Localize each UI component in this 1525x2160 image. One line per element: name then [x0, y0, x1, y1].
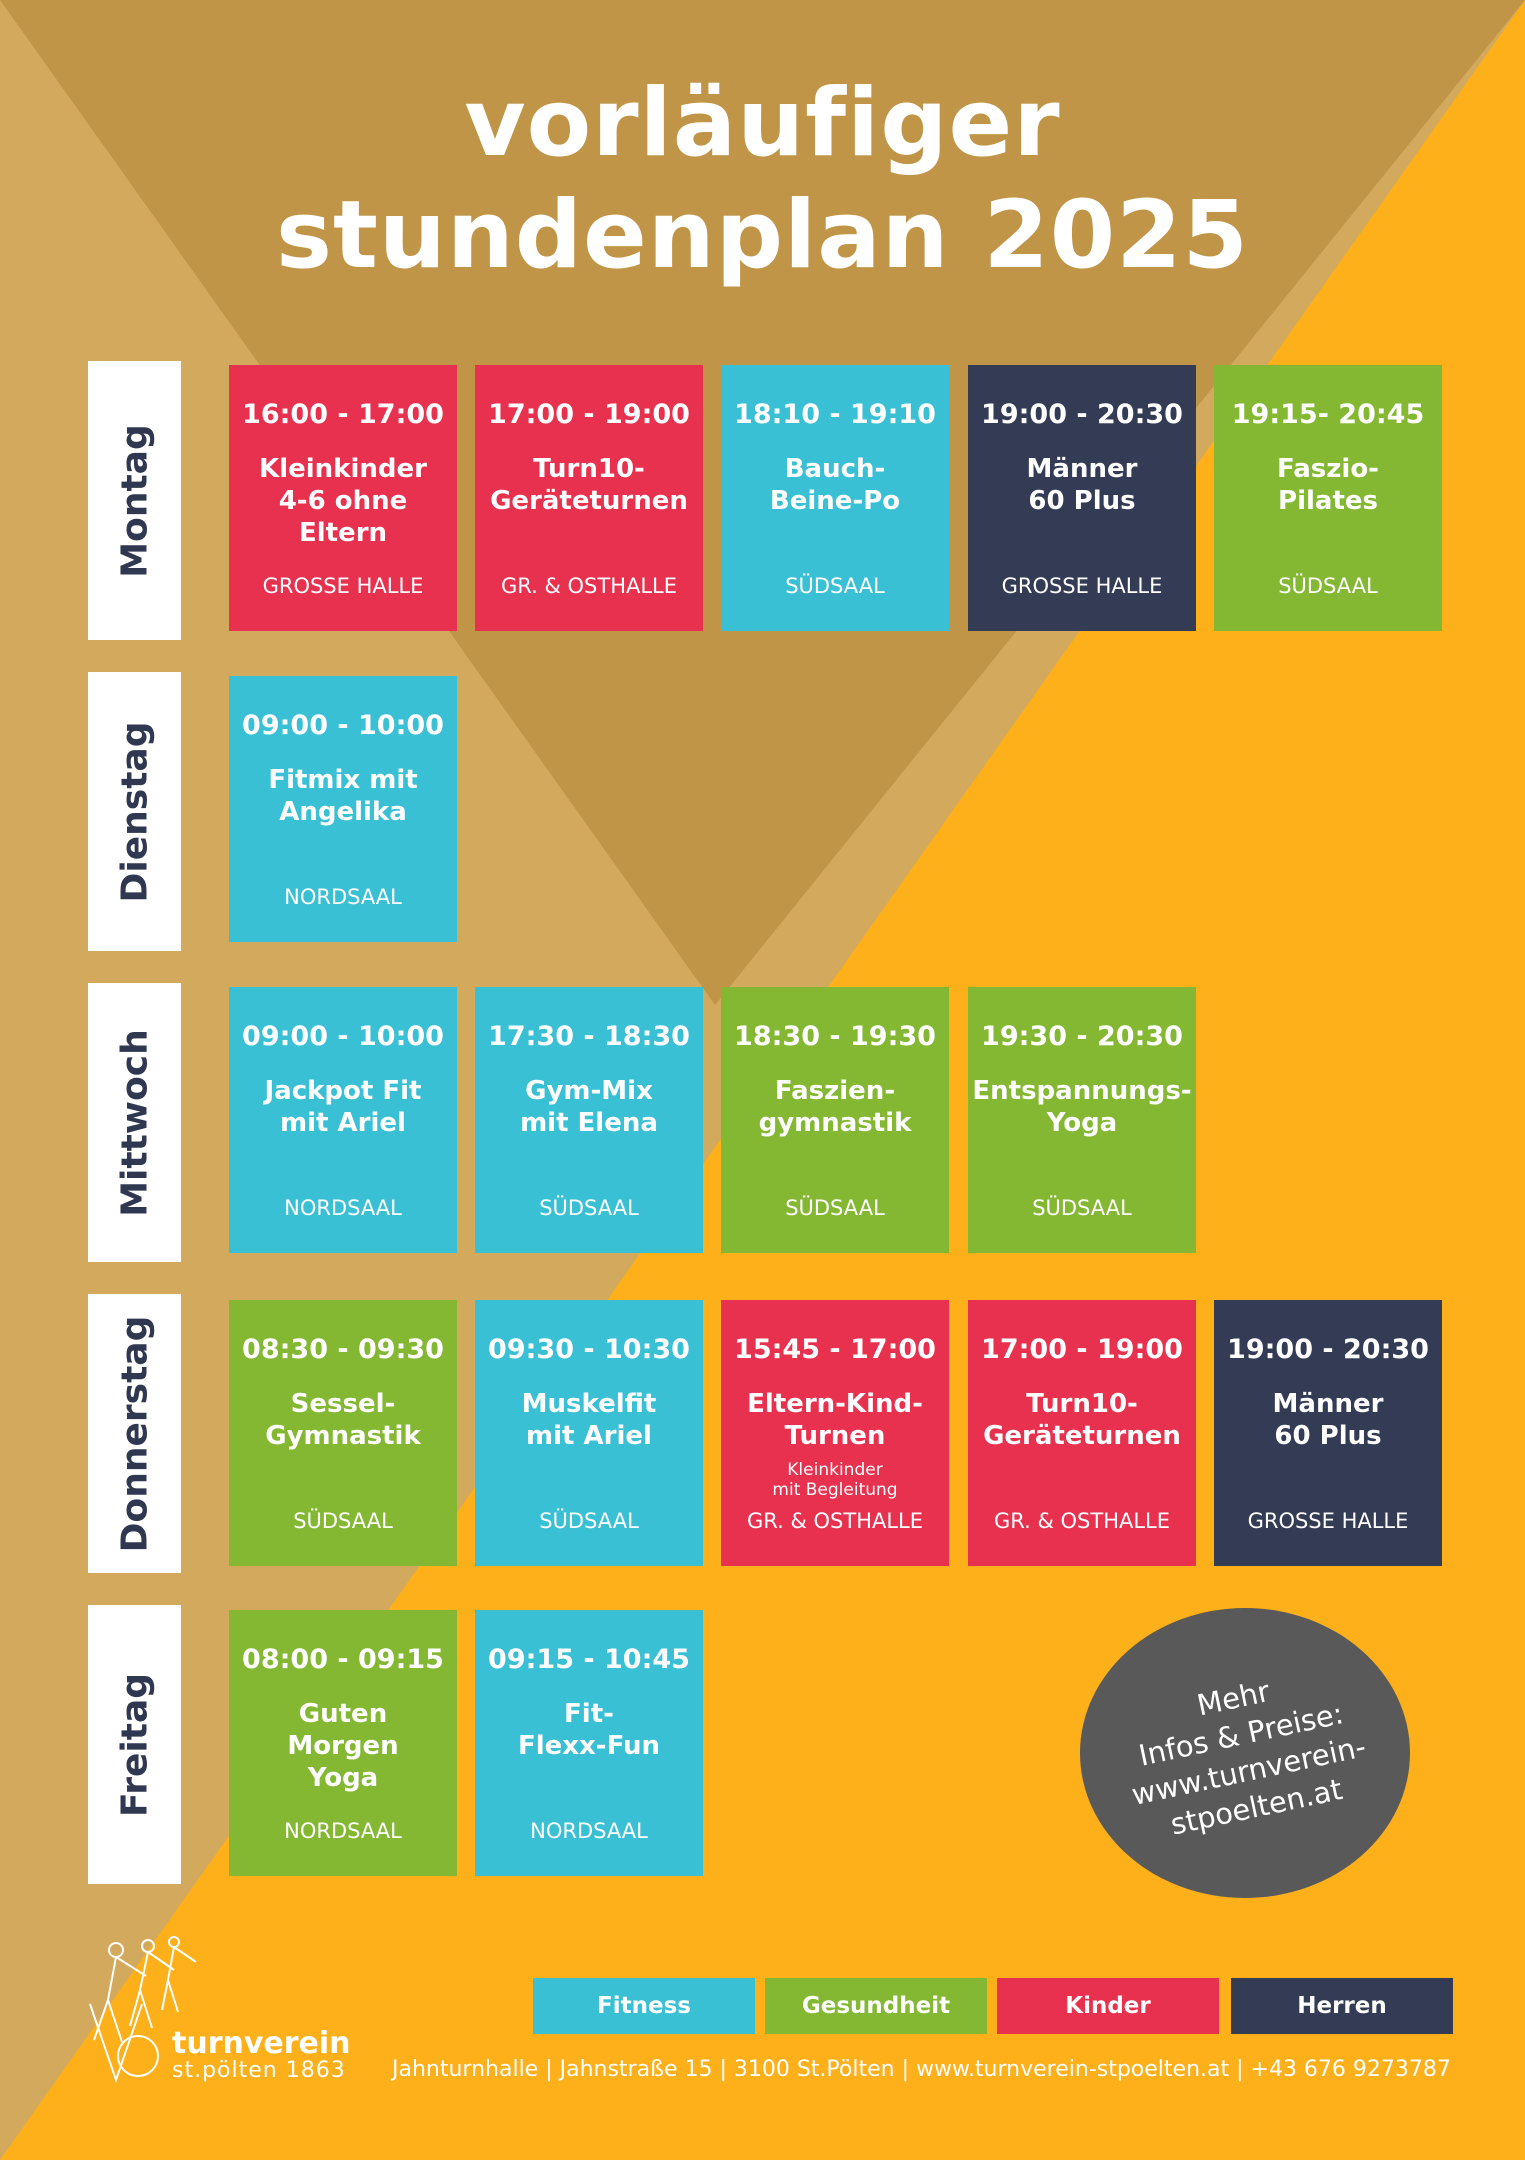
class-time: 19:15- 20:45 [1231, 399, 1425, 430]
class-room: GROSSE HALLE [262, 574, 424, 598]
class-name: Muskelfit mit Ariel [521, 1389, 657, 1451]
day-label-text: Dienstag [114, 721, 155, 902]
class-room: SÜDSAAL [785, 574, 885, 598]
class-card: 17:30 - 18:30 Gym-Mix mit Elena SÜDSAAL [475, 987, 703, 1253]
page-title-line-2: stundenplan 2025 [276, 181, 1249, 290]
class-card: 08:30 - 09:30 Sessel- Gymnastik SÜDSAAL [229, 1300, 457, 1566]
class-room: GR. & OSTHALLE [746, 1509, 924, 1533]
legend-item-herren: Herren [1231, 1978, 1453, 2034]
class-name: Männer 60 Plus [1026, 454, 1138, 516]
brand-subtitle: st.pölten 1863 [172, 2058, 346, 2083]
class-time: 15:45 - 17:00 [734, 1334, 936, 1365]
day-label-text: Montag [114, 423, 155, 578]
day-label: Donnerstag [88, 1294, 181, 1573]
class-card: 17:00 - 19:00 Turn10- Geräteturnen GR. & O… [968, 1300, 1196, 1566]
class-time: 08:00 - 09:15 [242, 1644, 444, 1675]
class-name: Jackpot Fit mit Ariel [264, 1076, 422, 1138]
class-time: 09:00 - 10:00 [242, 710, 444, 741]
brand-name: turnverein [172, 2026, 351, 2061]
class-time: 19:30 - 20:30 [981, 1021, 1183, 1052]
class-card: 19:15- 20:45 Faszio- Pilates SÜDSAAL [1214, 365, 1442, 631]
footer-contact: Jahnturnhalle | Jahnstraße 15 | 3100 St.… [392, 2057, 1451, 2082]
class-name: Guten Morgen Yoga [287, 1699, 399, 1793]
class-room: SÜDSAAL [1032, 1196, 1132, 1220]
class-name: Männer 60 Plus [1272, 1389, 1384, 1451]
day-label-text: Mittwoch [114, 1028, 155, 1217]
class-room: NORDSAAL [284, 1196, 402, 1220]
class-name: Faszien- gymnastik [758, 1076, 912, 1138]
class-time: 18:10 - 19:10 [734, 399, 936, 430]
day-label: Mittwoch [88, 983, 181, 1262]
class-name: Entspannungs- Yoga [972, 1076, 1192, 1138]
class-card: 19:30 - 20:30 Entspannungs- Yoga SÜDSAAL [968, 987, 1196, 1253]
class-card: 09:00 - 10:00 Jackpot Fit mit Ariel NORDSA… [229, 987, 457, 1253]
class-name: Sessel- Gymnastik [265, 1389, 421, 1451]
class-card: 18:30 - 19:30 Faszien- gymnastik SÜDSAAL [721, 987, 949, 1253]
class-card: 09:00 - 10:00 Fitmix mit Angelika NORDSAAL [229, 676, 457, 942]
class-card: 17:00 - 19:00 Turn10- Geräteturnen GR. & O… [475, 365, 703, 631]
class-time: 17:30 - 18:30 [488, 1021, 690, 1052]
legend-item-gesundheit: Gesundheit [765, 1978, 987, 2034]
class-note: Kleinkinder mit Begleitung [772, 1460, 898, 1500]
class-card: 08:00 - 09:15 Guten Morgen Yoga NORDSAAL [229, 1610, 457, 1876]
class-room: NORDSAAL [284, 885, 402, 909]
class-time: 19:00 - 20:30 [1227, 1334, 1429, 1365]
class-time: 17:00 - 19:00 [488, 399, 690, 430]
class-room: SÜDSAAL [785, 1196, 885, 1220]
class-name: Fitmix mit Angelika [268, 765, 418, 827]
day-label: Dienstag [88, 672, 181, 951]
class-name: Kleinkinder 4-6 ohne Eltern [259, 454, 427, 548]
info-circle: Mehr Infos & Preise: www.turnverein- stp… [1080, 1608, 1410, 1898]
day-label: Montag [88, 361, 181, 640]
class-room: GR. & OSTHALLE [993, 1509, 1171, 1533]
class-name: Turn10- Geräteturnen [490, 454, 688, 516]
class-time: 17:00 - 19:00 [981, 1334, 1183, 1365]
class-name: Turn10- Geräteturnen [983, 1389, 1181, 1451]
class-card: 09:15 - 10:45 Fit- Flexx-Fun NORDSAAL [475, 1610, 703, 1876]
class-room: GROSSE HALLE [1247, 1509, 1409, 1533]
class-card: 19:00 - 20:30 Männer 60 Plus GROSSE HALLE [968, 365, 1196, 631]
class-time: 09:30 - 10:30 [488, 1334, 690, 1365]
class-card: 19:00 - 20:30 Männer 60 Plus GROSSE HALLE [1214, 1300, 1442, 1566]
class-time: 09:00 - 10:00 [242, 1021, 444, 1052]
day-label-text: Freitag [114, 1672, 155, 1817]
class-card: 09:30 - 10:30 Muskelfit mit Ariel SÜDSAAL [475, 1300, 703, 1566]
class-name: Fit- Flexx-Fun [517, 1699, 661, 1761]
day-label-text: Donnerstag [114, 1315, 155, 1552]
class-time: 09:15 - 10:45 [488, 1644, 690, 1675]
class-room: SÜDSAAL [539, 1196, 639, 1220]
class-room: GROSSE HALLE [1001, 574, 1163, 598]
gymnast-figures-icon [89, 1936, 197, 2084]
class-name: Gym-Mix mit Elena [520, 1076, 658, 1138]
legend-item-fitness: Fitness [533, 1978, 755, 2034]
class-name: Bauch- Beine-Po [769, 454, 901, 516]
class-room: NORDSAAL [284, 1819, 402, 1843]
class-room: GR. & OSTHALLE [500, 574, 678, 598]
class-time: 08:30 - 09:30 [242, 1334, 444, 1365]
class-time: 16:00 - 17:00 [242, 399, 444, 430]
class-time: 18:30 - 19:30 [734, 1021, 936, 1052]
class-room: NORDSAAL [530, 1819, 648, 1843]
class-name: Eltern-Kind- Turnen [747, 1389, 923, 1451]
class-name: Faszio- Pilates [1277, 454, 1379, 516]
page-title-line-1: vorläufiger [464, 69, 1061, 178]
class-card: 16:00 - 17:00 Kleinkinder 4-6 ohne Eltern… [229, 365, 457, 631]
class-card: 15:45 - 17:00 Eltern-Kind- Turnen Kleinkin… [721, 1300, 949, 1566]
class-time: 19:00 - 20:30 [981, 399, 1183, 430]
class-card: 18:10 - 19:10 Bauch- Beine-Po SÜDSAAL [721, 365, 949, 631]
day-label: Freitag [88, 1605, 181, 1884]
class-room: SÜDSAAL [1278, 574, 1378, 598]
class-room: SÜDSAAL [539, 1509, 639, 1533]
class-room: SÜDSAAL [293, 1509, 393, 1533]
legend-item-kinder: Kinder [997, 1978, 1219, 2034]
